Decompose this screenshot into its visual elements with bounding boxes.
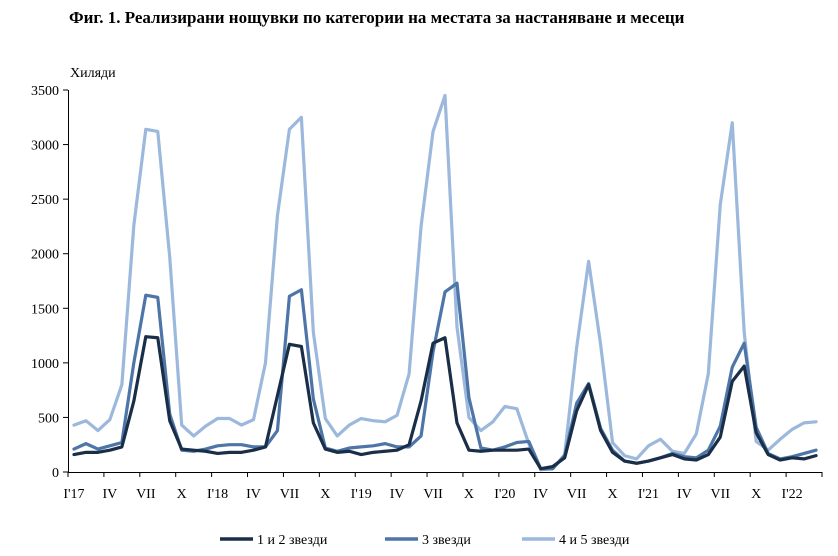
x-tick-label: X bbox=[320, 487, 330, 502]
x-tick-label: I'21 bbox=[638, 487, 659, 502]
y-tick-label: 1000 bbox=[31, 357, 59, 372]
series-line bbox=[72, 93, 818, 472]
x-tick-label: VII bbox=[711, 487, 731, 502]
x-tick-label: I'18 bbox=[207, 487, 228, 502]
x-tick-label: VII bbox=[136, 487, 156, 502]
legend-label: 3 звезди bbox=[422, 533, 471, 548]
legend-label: 1 и 2 звезди bbox=[257, 533, 328, 548]
x-tick-label: I'22 bbox=[781, 487, 802, 502]
x-tick-label: X bbox=[177, 487, 187, 502]
y-axis-label: Хиляди bbox=[70, 66, 116, 81]
x-tick-label: IV bbox=[390, 487, 405, 502]
series-lines bbox=[72, 93, 818, 472]
legend: 1 и 2 звезди 3 звезди 4 и 5 звезди bbox=[220, 533, 630, 548]
y-tick-label: 500 bbox=[38, 411, 59, 426]
y-tick-label: 1500 bbox=[31, 302, 59, 317]
x-axis-ticks: I'17 IV VII X I'18 IV VII X I'19 IV VII X I'20 IV VII X… bbox=[63, 472, 823, 502]
y-tick-label: 2000 bbox=[31, 248, 59, 263]
y-tick-label: 0 bbox=[52, 466, 59, 481]
x-tick-label: VII bbox=[423, 487, 443, 502]
x-tick-label: IV bbox=[102, 487, 117, 502]
x-tick-label: VII bbox=[280, 487, 300, 502]
y-tick-label: 3000 bbox=[31, 139, 59, 154]
x-tick-label: X bbox=[751, 487, 761, 502]
y-tick-label: 2500 bbox=[31, 193, 59, 208]
x-tick-label: X bbox=[607, 487, 617, 502]
y-axis-ticks: 0 500 1000 1500 2000 2500 3000 3500 bbox=[31, 84, 68, 481]
x-tick-label: IV bbox=[677, 487, 692, 502]
chart-title: Фиг. 1. Реализирани нощувки по категории… bbox=[69, 8, 685, 27]
x-tick-label: IV bbox=[246, 487, 261, 502]
y-tick-label: 3500 bbox=[31, 84, 59, 99]
x-tick-label: I'17 bbox=[63, 487, 84, 502]
x-tick-label: X bbox=[464, 487, 474, 502]
x-tick-label: I'19 bbox=[351, 487, 372, 502]
x-tick-label: VII bbox=[567, 487, 587, 502]
legend-label: 4 и 5 звезди bbox=[559, 533, 630, 548]
series-line bbox=[72, 281, 818, 471]
x-tick-label: IV bbox=[533, 487, 548, 502]
series-line bbox=[72, 335, 818, 471]
x-tick-label: I'20 bbox=[494, 487, 515, 502]
